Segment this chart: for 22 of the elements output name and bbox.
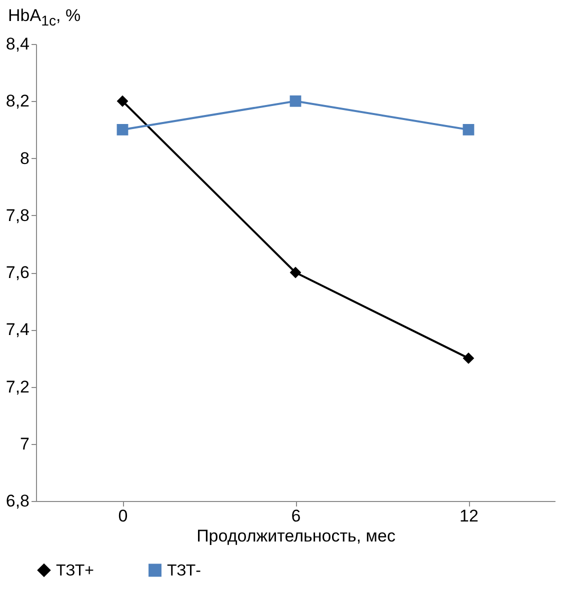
point [462, 352, 474, 364]
y-tick-label: 7 [20, 434, 30, 454]
y-tick-label: 7,4 [6, 320, 30, 340]
y-tick-label: 8 [20, 148, 30, 168]
point [116, 95, 128, 107]
y-tick-label: 6,8 [6, 492, 30, 510]
legend-label: ТЗТ+ [56, 562, 94, 580]
x-axis-title: Продолжительность, мес [196, 526, 396, 546]
y-tick-label: 7,2 [6, 377, 30, 396]
y-tick-label: 8,4 [6, 34, 30, 54]
x-tick-label: 0 [118, 506, 128, 526]
point [116, 124, 128, 136]
point [462, 124, 474, 136]
y-tick-label: 7,6 [6, 263, 30, 282]
y-axis-title: HbA$_{1c}$, % [8, 6, 81, 30]
y-tick-label: 7,8 [6, 206, 30, 225]
point [290, 95, 302, 107]
y-tick-label: 8,2 [6, 92, 30, 111]
point [290, 266, 302, 278]
legend-label: ТЗТ- [167, 562, 202, 580]
x-tick-label: 6 [291, 506, 301, 526]
x-tick-label: 12 [460, 506, 478, 526]
